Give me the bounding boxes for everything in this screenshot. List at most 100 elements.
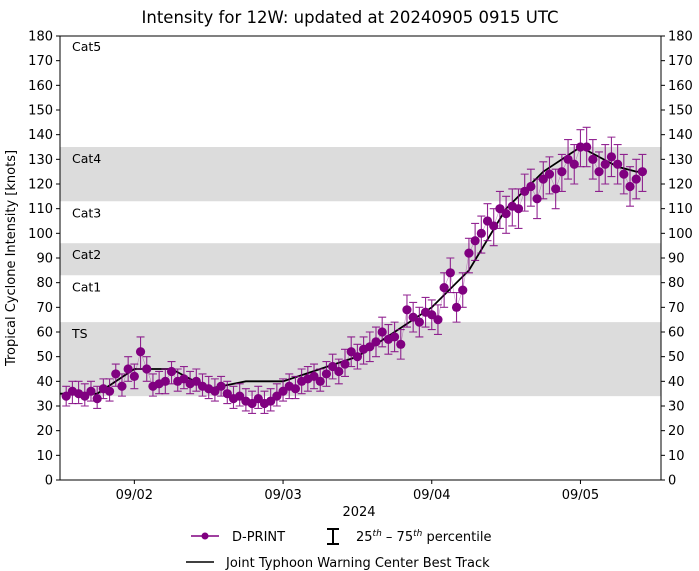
legend-dprint-marker <box>201 532 209 540</box>
dprint-marker <box>526 181 536 192</box>
dprint-marker <box>272 391 282 401</box>
dprint-marker <box>111 369 121 379</box>
dprint-marker <box>216 381 226 391</box>
dprint-series <box>61 126 648 414</box>
dprint-marker <box>86 386 96 396</box>
dprint-marker <box>451 302 462 312</box>
y-tick-label-left: 70 <box>36 301 53 316</box>
dprint-marker <box>402 305 412 315</box>
dprint-marker <box>117 381 127 391</box>
dprint-marker <box>637 167 648 177</box>
dprint-marker <box>135 347 146 357</box>
dprint-marker <box>235 391 245 401</box>
dprint-marker <box>513 204 524 214</box>
category-bands: TS Cat1 Cat2 Cat3 Cat4 Cat5 <box>60 39 661 397</box>
dprint-marker <box>340 359 350 369</box>
y-tick-label-left: 90 <box>36 252 53 267</box>
dprint-marker <box>445 268 455 278</box>
dprint-marker <box>222 389 232 399</box>
y-tick-label-left: 180 <box>28 30 53 45</box>
dprint-marker <box>166 366 177 377</box>
dprint-marker <box>563 154 573 164</box>
dprint-marker <box>544 169 555 179</box>
dprint-marker <box>625 181 635 192</box>
x-tick-label: 09/05 <box>562 488 599 503</box>
x-tick-label: 09/03 <box>264 488 301 503</box>
dprint-marker <box>489 221 499 231</box>
dprint-marker <box>495 204 505 214</box>
y-tick-label-right: 30 <box>668 400 685 415</box>
legend-errorbar-icon <box>327 528 339 545</box>
y-tick-label-left: 10 <box>36 449 53 464</box>
dprint-marker <box>569 159 579 169</box>
dprint-marker <box>600 159 610 169</box>
dprint-marker <box>482 216 493 226</box>
dprint-marker <box>594 167 604 177</box>
dprint-marker <box>551 184 561 194</box>
y-tick-label-left: 150 <box>28 104 53 119</box>
y-tick-label-right: 40 <box>668 375 685 390</box>
legend-dprint-label: D-PRINT <box>232 530 285 545</box>
dprint-marker <box>408 312 418 322</box>
band-label-cat1: Cat1 <box>72 279 101 294</box>
band-label-cat4: Cat4 <box>72 151 101 166</box>
band-label-cat5: Cat5 <box>72 39 101 54</box>
dprint-marker <box>290 384 301 394</box>
dprint-marker <box>104 386 115 396</box>
dprint-marker <box>160 376 170 386</box>
y-tick-label-left: 80 <box>36 276 53 291</box>
band-cat4 <box>60 147 661 202</box>
y-tick-label-left: 140 <box>28 128 53 143</box>
x-tick-label: 09/04 <box>413 488 450 503</box>
dprint-marker <box>631 174 641 184</box>
dprint-marker <box>396 339 406 349</box>
dprint-marker <box>501 209 511 219</box>
y-tick-label-left: 60 <box>36 326 53 341</box>
dprint-marker <box>470 236 480 246</box>
y-tick-label-left: 30 <box>36 400 53 415</box>
y-tick-label-right: 90 <box>668 252 685 267</box>
band-cat2 <box>60 243 661 276</box>
legend-percentile-label: 25th – 75th percentile <box>356 529 491 545</box>
dprint-marker <box>266 396 276 406</box>
legend-best-track-label: Joint Typhoon Warning Center Best Track <box>225 556 490 571</box>
band-label-cat2: Cat2 <box>72 247 101 262</box>
dprint-marker <box>538 174 548 184</box>
y-tick-label-right: 80 <box>668 276 685 291</box>
y-tick-label-left: 0 <box>45 474 53 489</box>
dprint-marker <box>309 371 319 381</box>
y-tick-label-left: 130 <box>28 153 53 168</box>
dprint-marker <box>619 169 629 179</box>
dprint-marker <box>123 364 133 374</box>
dprint-marker <box>414 317 424 327</box>
dprint-marker <box>458 285 468 295</box>
dprint-marker <box>582 142 592 152</box>
y-tick-label-right: 110 <box>668 202 693 217</box>
band-label-ts: TS <box>71 326 88 341</box>
y-axis-label: Tropical Cyclone Intensity [knots] <box>4 150 19 367</box>
dprint-marker <box>389 332 400 342</box>
dprint-marker <box>520 186 530 196</box>
y-tick-label-right: 10 <box>668 449 685 464</box>
dprint-marker <box>427 310 437 320</box>
y-tick-label-left: 100 <box>28 227 53 242</box>
dprint-marker <box>92 394 102 404</box>
dprint-marker <box>476 228 486 238</box>
dprint-marker <box>588 154 598 164</box>
y-tick-label-right: 20 <box>668 424 685 439</box>
dprint-marker <box>439 283 449 293</box>
y-tick-label-left: 120 <box>28 178 53 193</box>
dprint-marker <box>321 369 332 379</box>
dprint-marker <box>210 386 220 396</box>
dprint-marker <box>253 394 263 404</box>
y-tick-label-right: 120 <box>668 178 693 193</box>
y-tick-label-right: 160 <box>668 79 693 94</box>
y-tick-label-left: 110 <box>28 202 53 217</box>
y-tick-label-left: 170 <box>28 54 53 69</box>
y-tick-label-right: 70 <box>668 301 685 316</box>
dprint-marker <box>191 376 201 386</box>
y-tick-label-left: 50 <box>36 350 53 365</box>
x-axis-ticks: 09/02 09/03 09/04 09/05 <box>116 480 599 503</box>
y-tick-label-left: 20 <box>36 424 53 439</box>
